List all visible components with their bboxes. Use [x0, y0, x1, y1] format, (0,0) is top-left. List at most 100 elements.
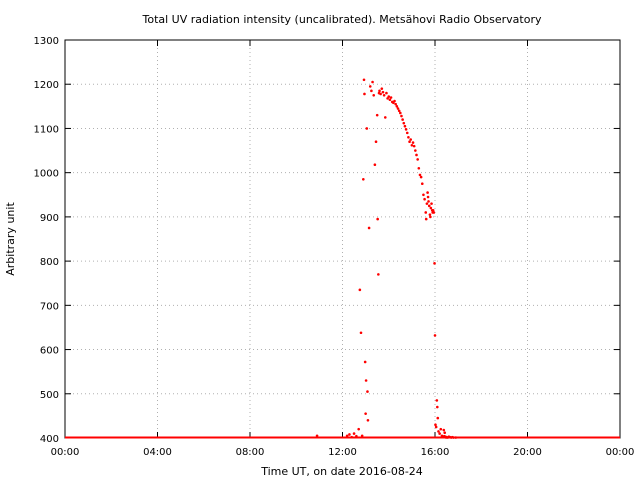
- data-point: [355, 434, 358, 438]
- data-point: [315, 434, 319, 438]
- x-tick-label: 12:00: [328, 447, 357, 458]
- data-point: [436, 416, 440, 420]
- data-point: [388, 98, 392, 101]
- data-point: [364, 412, 367, 415]
- data-point: [425, 202, 429, 205]
- data-point: [373, 163, 377, 167]
- data-point: [376, 217, 379, 221]
- data-point: [382, 93, 386, 97]
- chart-title: Total UV radiation intensity (uncalibrat…: [142, 13, 542, 26]
- data-point: [385, 91, 388, 95]
- data-point: [371, 80, 374, 84]
- x-tick-label: 20:00: [513, 447, 542, 458]
- data-point: [408, 140, 411, 144]
- x-tick-label: 16:00: [421, 447, 450, 458]
- data-point: [419, 175, 423, 179]
- data-point: [379, 92, 382, 96]
- y-tick-label: 1300: [34, 36, 59, 47]
- data-point: [434, 425, 438, 429]
- data-point: [431, 208, 435, 212]
- x-tick-label: 00:00: [51, 447, 80, 458]
- data-point: [404, 128, 408, 131]
- data-point: [387, 95, 391, 98]
- data-point: [423, 197, 426, 201]
- data-point: [363, 360, 367, 364]
- y-tick-label: 900: [40, 213, 59, 224]
- data-point: [362, 178, 365, 181]
- data-point: [383, 116, 387, 119]
- data-point: [414, 149, 417, 152]
- y-tick-label: 500: [40, 390, 59, 401]
- data-point: [416, 158, 419, 161]
- data-point: [358, 288, 362, 292]
- data-point: [395, 105, 399, 108]
- data-point: [348, 433, 351, 436]
- data-point: [367, 226, 371, 230]
- data-point: [432, 211, 436, 214]
- data-point: [411, 141, 415, 144]
- data-point: [403, 124, 407, 128]
- y-axis-label: Arbitrary unit: [4, 202, 17, 276]
- data-point: [429, 215, 432, 219]
- data-point: [350, 435, 354, 439]
- data-point: [400, 114, 403, 118]
- data-point: [409, 138, 413, 141]
- data-point: [422, 193, 425, 197]
- data-point: [410, 143, 414, 147]
- data-point: [418, 173, 422, 177]
- data-point: [370, 89, 373, 93]
- data-point: [405, 131, 409, 135]
- data-point: [426, 195, 430, 199]
- data-point: [407, 135, 410, 139]
- data-point: [412, 144, 416, 148]
- data-point: [401, 118, 404, 121]
- data-point: [396, 107, 400, 110]
- data-point: [365, 127, 369, 130]
- data-point: [397, 109, 401, 113]
- data-point: [393, 99, 396, 103]
- data-point: [375, 113, 379, 117]
- data-point: [357, 427, 360, 431]
- data-points: [65, 78, 620, 439]
- data-point: [433, 334, 437, 337]
- data-point: [352, 432, 356, 435]
- x-axis-label: Time UT, on date 2016-08-24: [260, 465, 423, 478]
- y-tick-label: 400: [40, 434, 59, 445]
- data-point: [345, 434, 349, 438]
- x-tick-label: 00:00: [606, 447, 635, 458]
- data-point: [374, 140, 378, 144]
- data-point: [420, 182, 424, 186]
- data-point: [366, 390, 369, 393]
- data-point: [394, 102, 397, 106]
- data-point: [363, 92, 366, 96]
- data-point: [452, 436, 455, 439]
- data-point: [443, 431, 447, 434]
- y-tick-label: 1000: [34, 169, 59, 180]
- data-point: [438, 432, 441, 435]
- y-tick-label: 800: [40, 257, 59, 268]
- x-tick-label: 08:00: [236, 447, 265, 458]
- data-point: [366, 419, 370, 422]
- data-point: [430, 202, 433, 205]
- data-point: [427, 200, 430, 203]
- data-point: [435, 399, 439, 402]
- data-point: [399, 111, 402, 115]
- y-tick-label: 700: [40, 301, 59, 312]
- data-point: [434, 423, 437, 427]
- data-point: [377, 273, 380, 276]
- data-point: [436, 405, 439, 409]
- data-point: [359, 331, 363, 335]
- data-point: [389, 96, 393, 99]
- data-point: [360, 434, 364, 438]
- data-point: [439, 427, 443, 431]
- data-point: [429, 206, 433, 210]
- data-point: [415, 153, 418, 157]
- y-tick-label: 600: [40, 346, 59, 357]
- axis-ticks: 00:00 04:00 08:00 12:00 16:00 20:00 00:00 400 50…: [34, 36, 635, 458]
- grid-lines: [65, 40, 620, 438]
- data-point: [381, 90, 385, 94]
- data-point: [437, 430, 440, 433]
- data-point: [378, 89, 381, 93]
- data-point: [426, 191, 429, 194]
